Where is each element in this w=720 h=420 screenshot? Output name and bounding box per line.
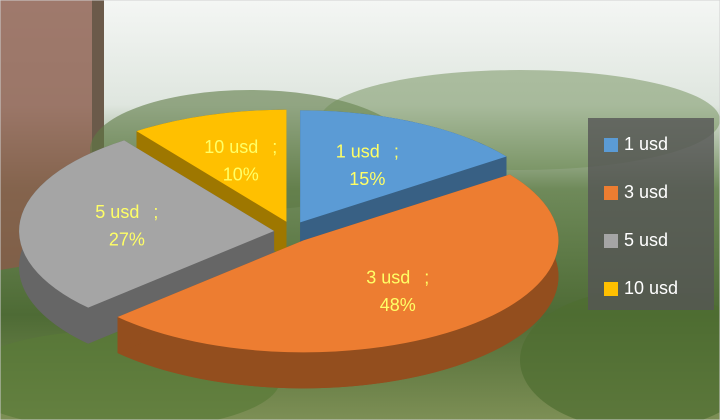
data-label: 1 usd; <box>336 141 399 161</box>
legend-swatch <box>604 282 618 296</box>
data-label-value: 27% <box>109 230 145 250</box>
data-label-separator: ; <box>272 137 277 157</box>
data-label-category: 3 usd <box>366 267 410 287</box>
legend-swatch <box>604 138 618 152</box>
data-label-value: 15% <box>349 169 385 189</box>
slice <box>19 140 275 308</box>
legend-label: 10 usd <box>624 278 678 298</box>
pie <box>19 109 559 389</box>
legend-swatch <box>604 186 618 200</box>
data-label: 10 usd; <box>204 137 277 157</box>
data-label: 3 usd; <box>366 267 429 287</box>
data-label-value: 10% <box>223 165 259 185</box>
data-labels: 1 usd ; 15% 3 usd ; 48% 5 usd ; 27% 10 usd ; 10% <box>95 137 429 315</box>
data-label-category: 10 usd <box>204 137 258 157</box>
legend-label: 1 usd <box>624 134 668 154</box>
slice-side <box>117 174 559 389</box>
slice <box>300 110 507 223</box>
legend: 1 usd 3 usd 5 usd 10 usd <box>604 134 678 298</box>
data-label-separator: ; <box>424 267 429 287</box>
data-label-separator: ; <box>394 141 399 161</box>
legend-label: 3 usd <box>624 182 668 202</box>
data-label-category: 1 usd <box>336 141 380 161</box>
legend-swatch <box>604 234 618 248</box>
slice <box>117 174 559 353</box>
data-label-value: 48% <box>380 295 416 315</box>
slice <box>136 109 287 222</box>
legend-label: 5 usd <box>624 230 668 250</box>
data-label-category: 5 usd <box>95 202 139 222</box>
data-label-separator: ; <box>153 202 158 222</box>
data-label: 5 usd; <box>95 202 158 222</box>
